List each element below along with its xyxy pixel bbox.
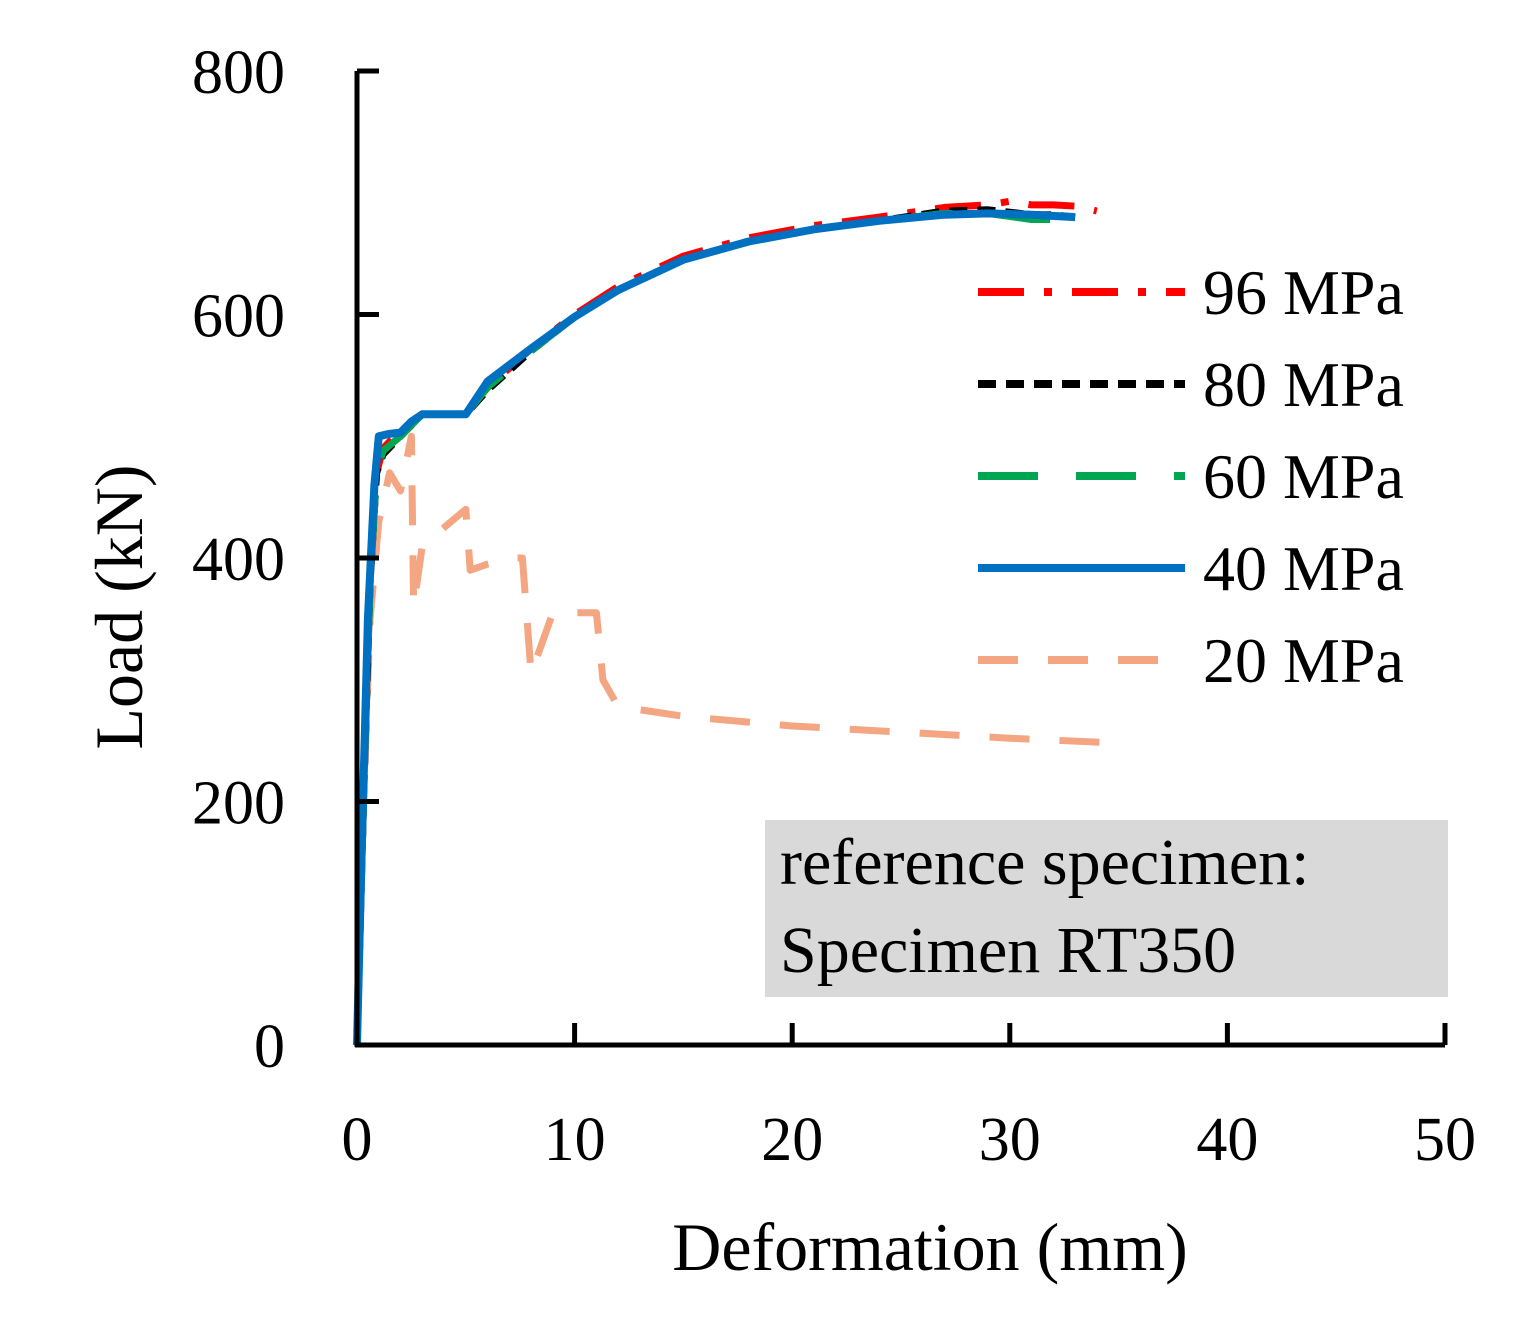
x-tick-label-30: 30 bbox=[979, 1106, 1041, 1174]
series-layer bbox=[353, 197, 1119, 1046]
series-line-20-mpa bbox=[353, 432, 1119, 1046]
annotation-line-1: reference specimen: bbox=[780, 826, 1309, 899]
x-tick-label-10: 10 bbox=[544, 1106, 606, 1174]
legend-label-80-mpa: 80 MPa bbox=[1203, 349, 1404, 420]
legend-label-96-mpa: 96 MPa bbox=[1203, 257, 1404, 328]
y-axis-title: Load (kN) bbox=[81, 464, 157, 749]
x-tick-label-0: 0 bbox=[342, 1106, 373, 1174]
y-tick-label-800: 800 bbox=[192, 39, 285, 107]
legend-label-20-mpa: 20 MPa bbox=[1203, 625, 1404, 696]
x-tick-label-50: 50 bbox=[1414, 1106, 1476, 1174]
annotation-background bbox=[765, 820, 1448, 997]
legend-label-60-mpa: 60 MPa bbox=[1203, 441, 1404, 512]
ticks: 0 200 400 600 800 0 10 20 30 40 50 bbox=[192, 39, 1476, 1174]
x-axis-title: Deformation (mm) bbox=[672, 1209, 1188, 1285]
y-tick-label-600: 600 bbox=[192, 283, 285, 351]
legend: 96 MPa 80 MPa 60 MPa 40 MPa 20 MPa bbox=[978, 257, 1404, 696]
y-tick-label-400: 400 bbox=[192, 526, 285, 594]
y-tick-label-200: 200 bbox=[192, 770, 285, 838]
x-tick-label-20: 20 bbox=[761, 1106, 823, 1174]
series-line-40-mpa bbox=[353, 209, 1076, 1046]
annotation-box: reference specimen: Specimen RT350 bbox=[765, 820, 1448, 997]
annotation-line-2: Specimen RT350 bbox=[780, 914, 1236, 987]
legend-label-40-mpa: 40 MPa bbox=[1203, 533, 1404, 604]
x-tick-label-40: 40 bbox=[1196, 1106, 1258, 1174]
y-tick-label-0: 0 bbox=[254, 1013, 285, 1081]
